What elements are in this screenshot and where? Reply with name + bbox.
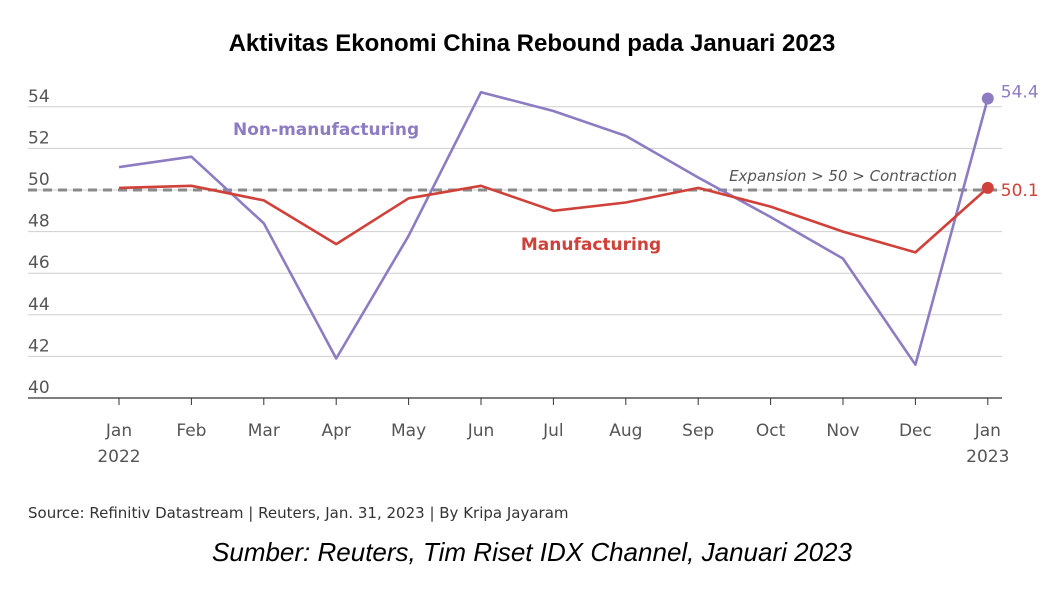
x-tick-label: Jul bbox=[542, 421, 564, 441]
y-tick-label: 44 bbox=[28, 295, 50, 315]
x-tick-year-label: 2023 bbox=[966, 447, 1009, 467]
x-tick-label: Jun bbox=[467, 421, 495, 441]
x-tick-label: Oct bbox=[756, 421, 786, 441]
x-tick-label: Sep bbox=[682, 421, 714, 441]
series-end-point bbox=[981, 181, 994, 194]
series-line bbox=[118, 90, 990, 367]
x-axis: Jan 2022 Feb Mar Apr May Jun Jul Aug Sep Oct Nov Dec… bbox=[28, 397, 1009, 467]
threshold-label: Expansion > 50 > Contraction bbox=[729, 167, 957, 185]
series-line bbox=[118, 184, 989, 254]
chart-title: Aktivitas Ekonomi China Rebound pada Jan… bbox=[228, 30, 836, 57]
y-tick-label: 50 bbox=[28, 170, 50, 190]
y-tick-label: 54 bbox=[28, 87, 50, 107]
series-name-label: Manufacturing bbox=[521, 235, 661, 255]
y-tick-label: 48 bbox=[28, 212, 50, 232]
x-tick-label: Dec bbox=[899, 421, 932, 441]
series-end-point bbox=[981, 92, 994, 105]
y-tick-label: 42 bbox=[28, 336, 50, 356]
series-end-label: 54.4 bbox=[1001, 82, 1039, 102]
x-tick-year-label: 2022 bbox=[97, 447, 140, 467]
y-tick-label: 46 bbox=[28, 253, 50, 273]
y-axis-ticks: 40 42 44 46 48 50 52 54 bbox=[28, 87, 50, 398]
reference-line: Expansion > 50 > Contraction bbox=[28, 167, 1002, 192]
series-end-label: 50.1 bbox=[1001, 181, 1039, 201]
source-note: Source: Refinitiv Datastream | Reuters, … bbox=[28, 504, 569, 522]
y-tick-label: 40 bbox=[28, 378, 50, 398]
x-tick-label: Jan bbox=[974, 421, 1001, 441]
series-labels: 54.4 Non-manufacturing 50.1 Manufacturing bbox=[233, 82, 1039, 255]
x-tick-label: May bbox=[391, 421, 426, 441]
caption: Sumber: Reuters, Tim Riset IDX Channel, … bbox=[212, 537, 852, 567]
x-tick-label: Mar bbox=[248, 421, 280, 441]
series-name-label: Non-manufacturing bbox=[233, 120, 419, 140]
x-tick-label: Nov bbox=[826, 421, 859, 441]
x-tick-label: Jan bbox=[105, 421, 132, 441]
series-lines bbox=[118, 90, 994, 367]
x-tick-label: Feb bbox=[176, 421, 206, 441]
grid-lines bbox=[28, 106, 1002, 399]
x-tick-label: Apr bbox=[321, 421, 350, 441]
x-tick-label: Aug bbox=[609, 421, 642, 441]
y-tick-label: 52 bbox=[28, 128, 50, 148]
